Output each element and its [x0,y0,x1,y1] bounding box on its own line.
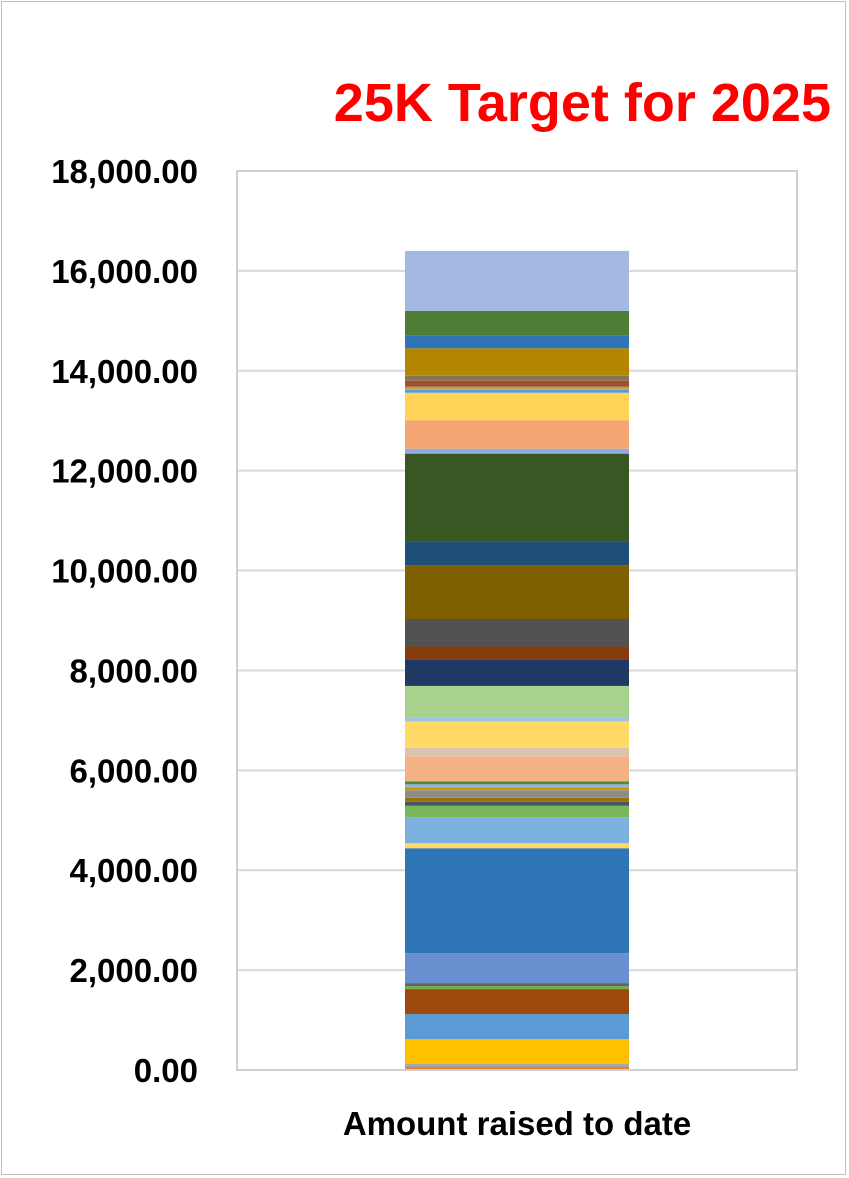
y-axis-tick-labels: 0.00 2,000.00 4,000.00 6,000.00 8,000.00 10,0… [51,153,198,1089]
bar-segment [405,250,629,311]
y-tick-label: 12,000.00 [51,453,198,490]
bar-segment [405,787,629,791]
bar-segment [405,747,629,757]
bar-segment [405,1014,629,1040]
y-tick-label: 10,000.00 [51,553,198,590]
bar-segment [405,790,629,798]
plot-area-border [236,170,798,1071]
x-axis-category-labels: Amount raised to date [343,1105,691,1142]
bar-segment [405,392,629,421]
y-tick-label: 4,000.00 [70,852,198,889]
bar-segment [405,335,629,349]
bar-segment [405,983,629,987]
bar-segment [405,685,629,718]
bar-segment [405,717,629,722]
bar-segment [405,1064,629,1068]
y-tick-label: 8,000.00 [70,652,198,689]
bar-segment [405,843,629,849]
bar-stack [405,250,629,1070]
bar-segment [405,817,629,844]
bar-segment [405,805,629,818]
bar-segment [405,619,629,647]
bar-segment [405,1039,629,1065]
bar-segment [405,420,629,449]
bar-segment [405,721,629,748]
y-tick-label: 0.00 [134,1052,198,1089]
bar-segment [405,848,629,954]
bar-segment [405,541,629,566]
bar-segment [405,389,629,393]
y-tick-label: 2,000.00 [70,952,198,989]
y-tick-label: 16,000.00 [51,253,198,290]
y-tick-label: 6,000.00 [70,752,198,789]
y-tick-label: 18,000.00 [51,153,198,190]
bar-segment [405,801,629,806]
bar-segment [405,453,629,542]
bar-segment [405,986,629,990]
bar-segment [405,1067,629,1070]
y-tick-label: 14,000.00 [51,353,198,390]
bar-segment [405,784,629,788]
bar-segment [405,646,629,660]
bar-segment [405,756,629,782]
chart-title: 25K Target for 2025 [333,73,831,133]
bar-segment [405,989,629,1015]
bar-segment [405,659,629,686]
bar-segment [405,953,629,984]
bar-segment [405,348,629,376]
bar-segment [405,448,629,454]
bar-segment [405,781,629,785]
bar-segment [405,386,629,390]
bar-segment [405,380,629,387]
bar-segment [405,565,629,620]
bar-segment [405,310,629,336]
x-category-label: Amount raised to date [343,1105,691,1142]
bar-segment [405,375,629,381]
bar-segment [405,797,629,802]
